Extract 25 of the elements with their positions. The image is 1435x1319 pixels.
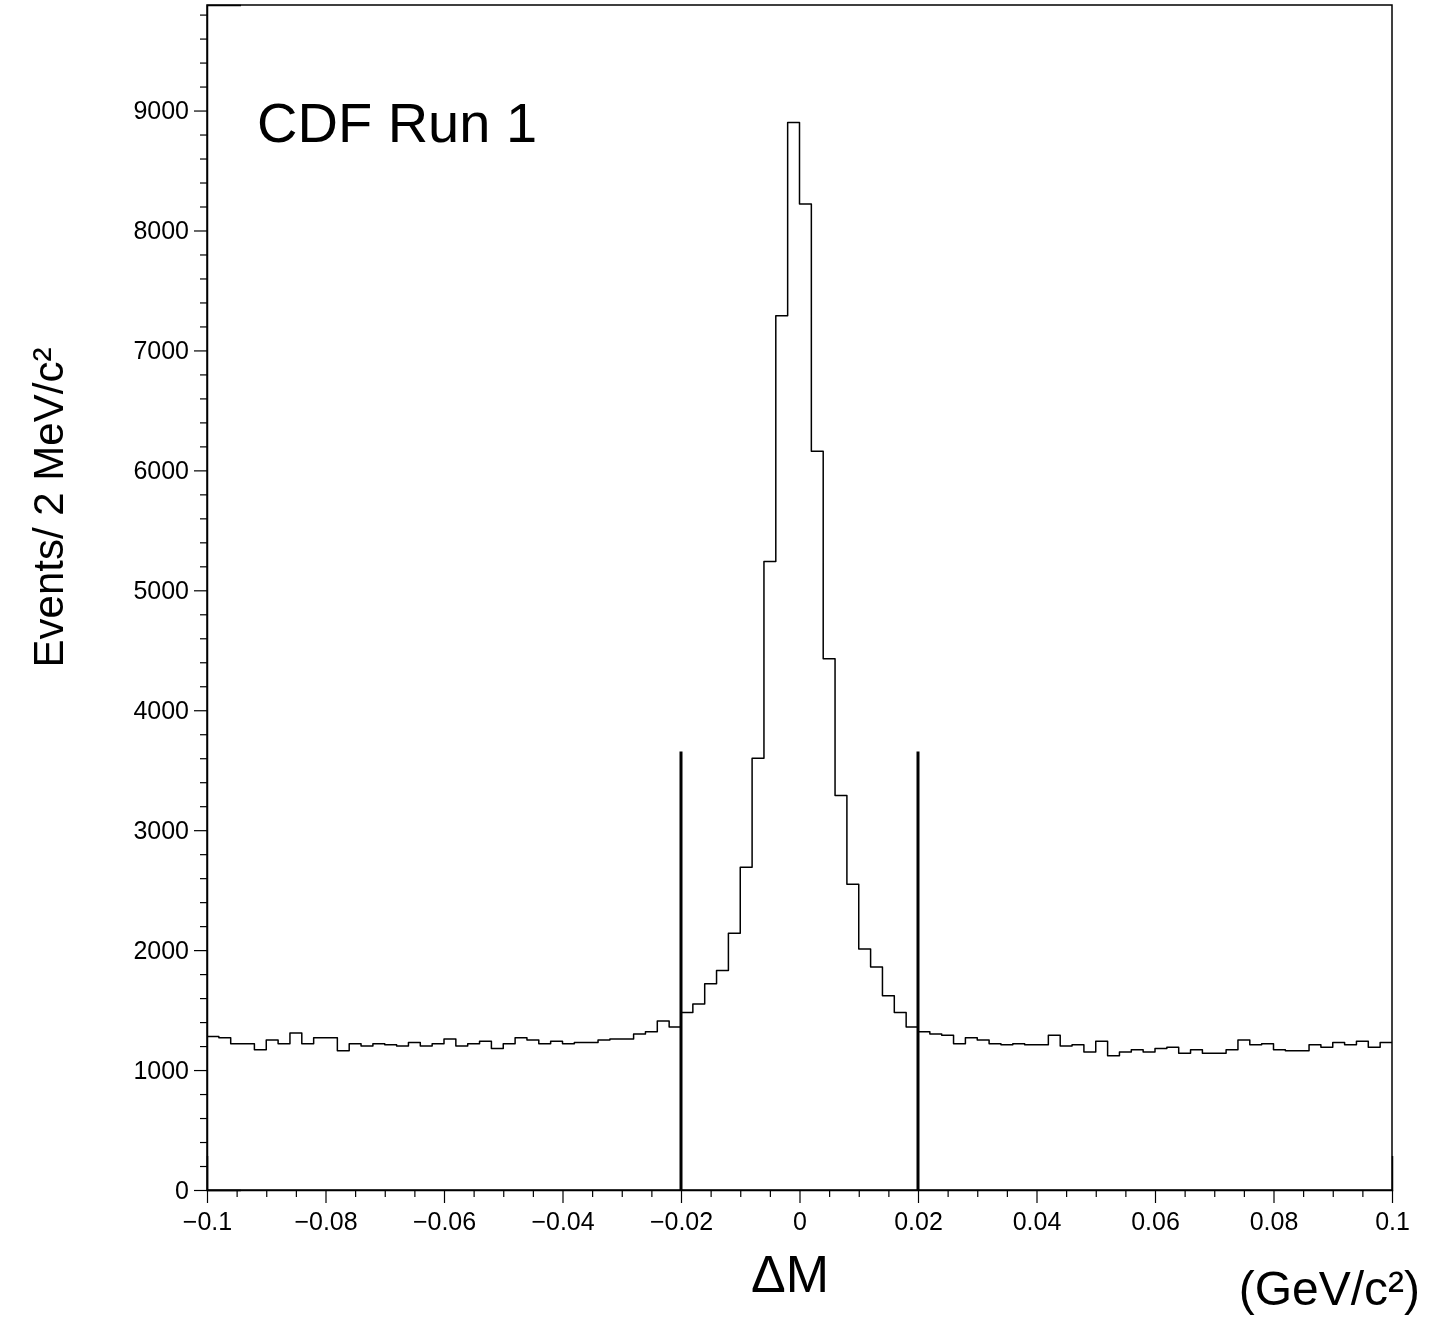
- y-tick-label: 2000: [133, 935, 189, 964]
- x-tick-label: 0.1: [1375, 1206, 1410, 1235]
- y-tick-label: 6000: [133, 455, 189, 484]
- x-tick-label: −0.06: [412, 1206, 477, 1235]
- text: CDF Run 1: [257, 91, 538, 154]
- x-tick-label: 0.08: [1249, 1206, 1299, 1235]
- x-axis-title: ΔM: [750, 1245, 830, 1303]
- x-tick-label: −0.1: [182, 1206, 233, 1235]
- x-tick-label: −0.08: [294, 1206, 358, 1235]
- y-axis-title: Events/ 2 MeV/c²: [25, 347, 72, 668]
- x-tick-label: −0.02: [649, 1206, 714, 1235]
- x-tick-label: 0.04: [1012, 1206, 1062, 1235]
- y-tick-label: 1000: [133, 1055, 189, 1084]
- y-tick-label: 4000: [133, 695, 189, 724]
- y-tick-label: 9000: [133, 96, 189, 125]
- y-tick-label: 8000: [133, 215, 189, 244]
- x-tick-label: 0: [793, 1206, 807, 1235]
- x-tick-label: −0.04: [531, 1206, 595, 1235]
- y-tick-label: 7000: [133, 335, 189, 364]
- x-tick-label: 0.02: [894, 1206, 943, 1235]
- y-tick-label: 5000: [133, 575, 189, 604]
- y-tick-label: 3000: [133, 815, 189, 844]
- text: (GeV/c²): [1238, 1262, 1420, 1315]
- y-tick-label: 0: [175, 1175, 189, 1204]
- x-tick-label: 0.06: [1131, 1206, 1180, 1235]
